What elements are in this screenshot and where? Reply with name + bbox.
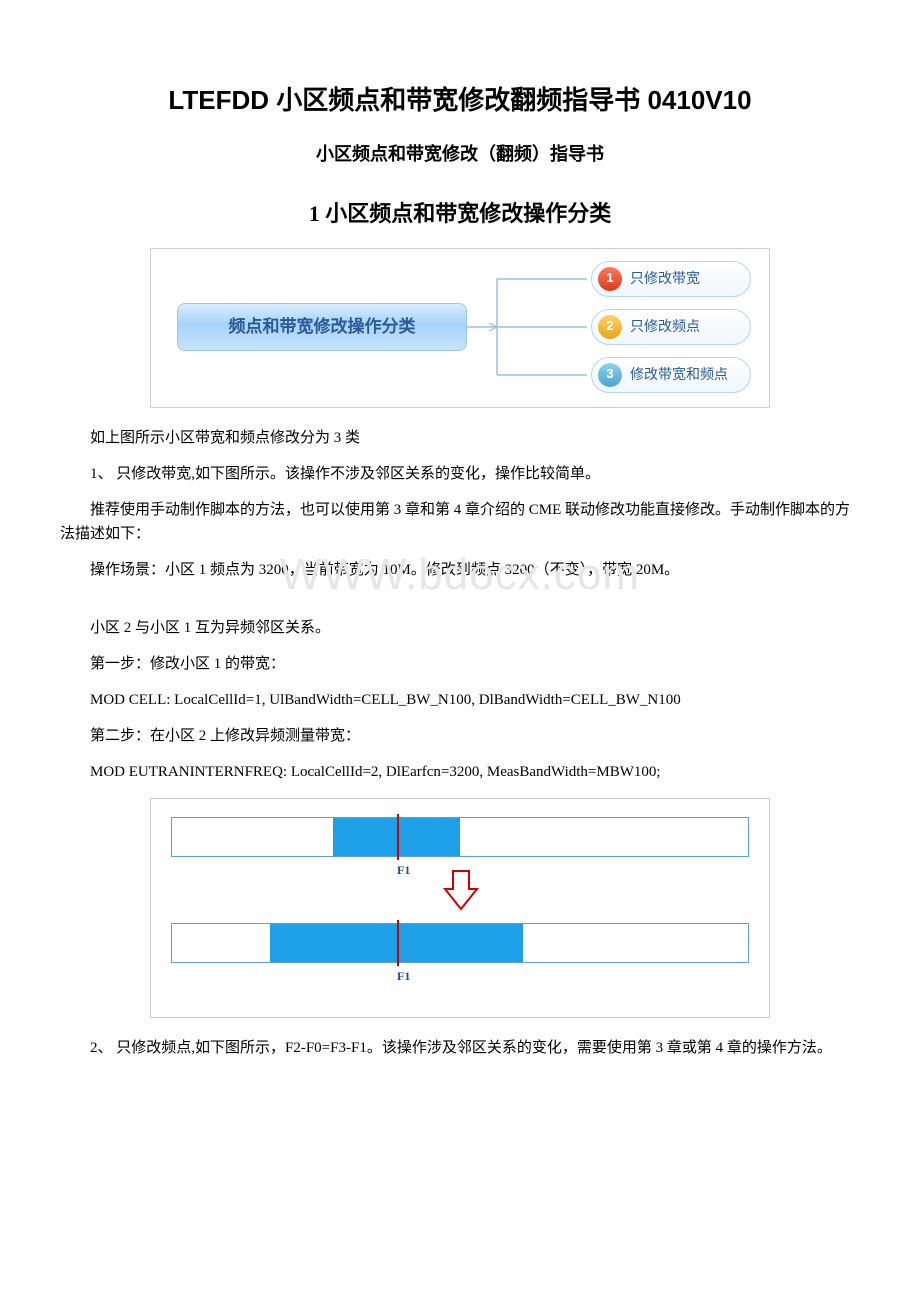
section-1-title: 1 小区频点和带宽修改操作分类	[60, 196, 860, 231]
paragraph-3: 推荐使用手动制作脚本的方法，也可以使用第 3 章和第 4 章介绍的 CME 联动…	[60, 498, 860, 546]
option-1-label: 只修改带宽	[630, 267, 700, 289]
option-3-label: 修改带宽和频点	[630, 363, 728, 385]
band-row-before	[171, 817, 749, 857]
paragraph-1: 如上图所示小区带宽和频点修改分为 3 类	[60, 426, 860, 450]
paragraph-5: 小区 2 与小区 1 互为异频邻区关系。	[60, 616, 860, 640]
classification-main-box: 频点和带宽修改操作分类	[177, 303, 467, 351]
option-1: 1 只修改带宽	[591, 261, 751, 297]
doc-subtitle: 小区频点和带宽修改（翻频）指导书	[60, 140, 860, 169]
bandwidth-diagram: F1 F1	[150, 798, 770, 1018]
paragraph-9: MOD EUTRANINTERNFREQ: LocalCellId=2, DlE…	[60, 760, 860, 784]
badge-3-icon: 3	[598, 363, 622, 387]
paragraph-4: 操作场景：小区 1 频点为 3200，当前带宽为 10M。修改到频点 3200（…	[60, 558, 860, 582]
f1-label-after: F1	[397, 967, 410, 986]
paragraph-6: 第一步：修改小区 1 的带宽：	[60, 652, 860, 676]
option-2-label: 只修改频点	[630, 315, 700, 337]
paragraph-10: 2、 只修改频点,如下图所示，F2-F0=F3-F1。该操作涉及邻区关系的变化，…	[60, 1036, 860, 1060]
band-row-after	[171, 923, 749, 963]
marker-line-before	[397, 814, 399, 860]
option-3: 3 修改带宽和频点	[591, 357, 751, 393]
paragraph-8: 第二步：在小区 2 上修改异频测量带宽：	[60, 724, 860, 748]
badge-2-icon: 2	[598, 315, 622, 339]
f1-label-before: F1	[397, 861, 410, 880]
option-2: 2 只修改频点	[591, 309, 751, 345]
classification-diagram: 频点和带宽修改操作分类 1 只修改带宽 2 只修改频点 3 修改带宽和频点	[150, 248, 770, 408]
marker-line-after	[397, 920, 399, 966]
down-arrow-icon	[441, 867, 481, 915]
badge-1-icon: 1	[598, 267, 622, 291]
paragraph-7: MOD CELL: LocalCellId=1, UlBandWidth=CEL…	[60, 688, 860, 712]
paragraph-2: 1、 只修改带宽,如下图所示。该操作不涉及邻区关系的变化，操作比较简单。	[60, 462, 860, 486]
doc-title: LTEFDD 小区频点和带宽修改翻频指导书 0410V10	[60, 80, 860, 122]
